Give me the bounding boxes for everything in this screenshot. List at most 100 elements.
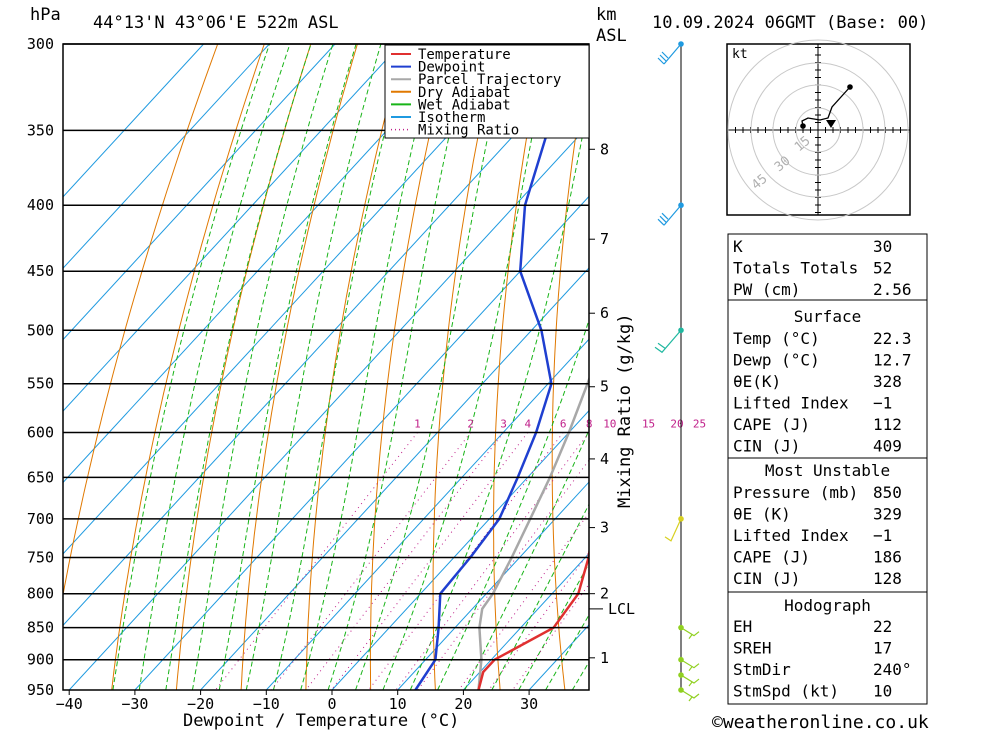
height-unit-label: km [596, 5, 616, 25]
index-row-label: PW (cm) [733, 280, 800, 299]
height-tick-label: 1 [600, 649, 609, 667]
wind-barb [658, 205, 681, 225]
pressure-tick-label: 650 [27, 468, 54, 486]
wind-barb [658, 44, 681, 64]
temperature-tick-label: −30 [121, 695, 148, 713]
pressure-tick-label: 700 [27, 510, 54, 528]
pressure-tick-label: 350 [27, 121, 54, 139]
copyright: ©weatheronline.co.uk [712, 712, 929, 733]
pressure-tick-label: 600 [27, 423, 54, 441]
pressure-tick-label: 300 [27, 35, 54, 53]
mixing-ratio-line [306, 433, 504, 691]
index-row-value: 52 [873, 259, 892, 278]
most-unstable-title: Most Unstable [765, 461, 890, 480]
surface-row-label: CIN (J) [733, 437, 800, 456]
pressure-tick-label: 750 [27, 549, 54, 567]
surface-row-value: 12.7 [873, 351, 912, 370]
surface-row-value: −1 [873, 394, 892, 413]
legend-label: Mixing Ratio [418, 123, 519, 139]
hodograph-row-label: StmSpd (kt) [733, 682, 839, 701]
mixing-ratio-label: 15 [642, 417, 655, 430]
height-tick-label: 6 [600, 304, 609, 322]
wind-barb [655, 330, 681, 352]
dry-adiabat-line [916, 44, 1000, 690]
wind-barb [665, 519, 681, 541]
x-axis-title: Dewpoint / Temperature (°C) [183, 711, 459, 731]
most-unstable-row-value: 186 [873, 548, 902, 567]
most-unstable-row-label: θE (K) [733, 505, 791, 524]
surface-title: Surface [794, 307, 861, 326]
hodograph-point [847, 84, 853, 90]
mixing-ratio-label: 2 [467, 417, 474, 430]
height-asl-label: ASL [596, 26, 627, 46]
temperature-tick-label: 30 [520, 695, 538, 713]
most-unstable-row-value: 128 [873, 569, 902, 588]
height-tick-label: 3 [600, 519, 609, 537]
hodograph-row-value: 22 [873, 617, 892, 636]
mixing-ratio-line [418, 433, 610, 691]
most-unstable-row-label: Lifted Index [733, 526, 849, 545]
hodograph-row-value: 10 [873, 682, 892, 701]
mixing-ratio-label: 3 [500, 417, 507, 430]
mixing-ratio-label: 6 [560, 417, 567, 430]
surface-row-value: 409 [873, 437, 902, 456]
mixing-ratio-line [489, 433, 677, 691]
most-unstable-row-label: Pressure (mb) [733, 483, 858, 502]
hodograph-row-label: StmDir [733, 660, 791, 679]
surface-row-label: CAPE (J) [733, 415, 810, 434]
wind-barb [681, 660, 699, 671]
index-row-value: 30 [873, 237, 892, 256]
run-datetime: 10.09.2024 06GMT (Base: 00) [652, 13, 928, 33]
pressure-tick-label: 400 [27, 196, 54, 214]
index-row-value: 2.56 [873, 280, 912, 299]
hodograph-row-value: 240° [873, 660, 912, 679]
most-unstable-row-value: −1 [873, 526, 892, 545]
hodograph-row-value: 17 [873, 639, 892, 658]
lcl-label: LCL [608, 600, 635, 618]
surface-row-value: 328 [873, 372, 902, 391]
pressure-tick-label: 450 [27, 262, 54, 280]
index-row-label: K [733, 237, 743, 256]
wind-barb [681, 628, 699, 639]
wind-barb [681, 675, 699, 686]
mixing-ratio-label: 25 [693, 417, 706, 430]
surface-row-label: Temp (°C) [733, 329, 820, 348]
dry-adiabat-line [664, 44, 695, 690]
surface-row-value: 112 [873, 415, 902, 434]
dry-adiabat-line [963, 44, 1000, 690]
most-unstable-row-label: CIN (J) [733, 569, 800, 588]
pressure-tick-label: 900 [27, 651, 54, 669]
mixing-ratio-line [216, 433, 418, 691]
hodograph-units: kt [732, 47, 748, 62]
hodograph-indices-title: Hodograph [784, 596, 871, 615]
pressure-unit-label: hPa [30, 5, 61, 25]
station-location: 44°13'N 43°06'E 522m ASL [93, 13, 339, 33]
hodograph-row-label: SREH [733, 639, 772, 658]
wind-barbs [655, 41, 699, 701]
mixing-ratio-label: 4 [524, 417, 531, 430]
hodograph-row-label: EH [733, 617, 752, 636]
most-unstable-row-value: 850 [873, 483, 902, 502]
height-tick-label: 4 [600, 450, 609, 468]
surface-row-label: Dewp (°C) [733, 351, 820, 370]
surface-row-label: Lifted Index [733, 394, 849, 413]
surface-row-value: 22.3 [873, 329, 912, 348]
mixing-ratio-label: 20 [670, 417, 683, 430]
surface-row-label: θE(K) [733, 372, 781, 391]
most-unstable-row-value: 329 [873, 505, 902, 524]
height-tick-label: 8 [600, 140, 609, 158]
y2-axis-title: Mixing Ratio (g/kg) [615, 314, 635, 508]
most-unstable-row-label: CAPE (J) [733, 548, 810, 567]
wind-barb [681, 690, 699, 701]
pressure-tick-label: 950 [27, 681, 54, 699]
hodograph-point [800, 123, 806, 129]
mixing-ratio-label: 1 [414, 417, 421, 430]
temperature-tick-label: −40 [56, 695, 83, 713]
pressure-tick-label: 850 [27, 619, 54, 637]
pressure-tick-label: 800 [27, 585, 54, 603]
